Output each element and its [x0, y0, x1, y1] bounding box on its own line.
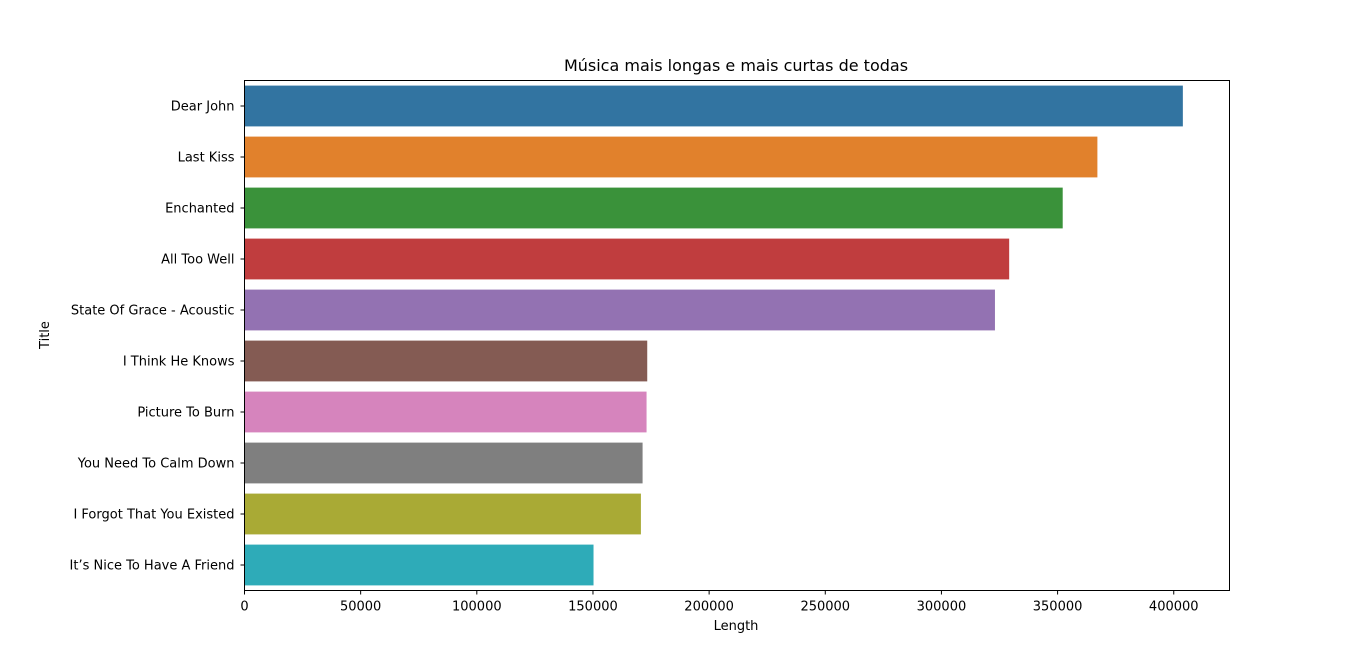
y-tick-label: Last Kiss [178, 151, 235, 166]
bar-it-s-nice-to-have-a-friend [244, 544, 594, 586]
bar-last-kiss [244, 136, 1098, 178]
bar-picture-to-burn [244, 391, 647, 433]
y-tick-label: You Need To Calm Down [77, 457, 235, 472]
plot-frame [244, 80, 1230, 591]
bar-dear-john [244, 85, 1183, 127]
bars-layer [244, 85, 1183, 586]
y-tick-label: State Of Grace - Acoustic [71, 304, 235, 319]
x-axis-ticks: 0 50000 100000 150000 200000 250000 300000 3500… [240, 590, 1199, 615]
y-axis-label: Title [38, 321, 53, 350]
bar-enchanted [244, 187, 1063, 229]
x-tick-label: 150000 [568, 600, 618, 615]
bar-state-of-grace-acoustic [244, 289, 995, 331]
x-tick-label: 400000 [1149, 600, 1199, 615]
y-tick-label: I Forgot That You Existed [73, 508, 234, 523]
x-tick-label: 350000 [1033, 600, 1083, 615]
bar-i-think-he-knows [244, 340, 648, 382]
y-tick-label: Enchanted [165, 202, 234, 217]
x-axis-label: Length [714, 619, 759, 634]
y-tick-label: It’s Nice To Have A Friend [70, 559, 235, 574]
y-tick-label: All Too Well [161, 253, 234, 268]
y-tick-label: I Think He Knows [123, 355, 235, 370]
y-axis-ticks: Dear John Last Kiss Enchanted All Too Well S… [70, 100, 245, 574]
y-tick-label: Dear John [171, 100, 235, 115]
bar-you-need-to-calm-down [244, 442, 643, 484]
bar-i-forgot-that-you-existed [244, 493, 641, 535]
bar-all-too-well [244, 238, 1010, 280]
x-tick-label: 200000 [684, 600, 734, 615]
x-tick-label: 0 [240, 600, 248, 615]
x-tick-label: 250000 [800, 600, 850, 615]
chart-title: Música mais longas e mais curtas de toda… [564, 56, 908, 75]
x-tick-label: 300000 [917, 600, 967, 615]
x-tick-label: 50000 [340, 600, 381, 615]
y-tick-label: Picture To Burn [137, 406, 234, 421]
x-tick-label: 100000 [452, 600, 502, 615]
